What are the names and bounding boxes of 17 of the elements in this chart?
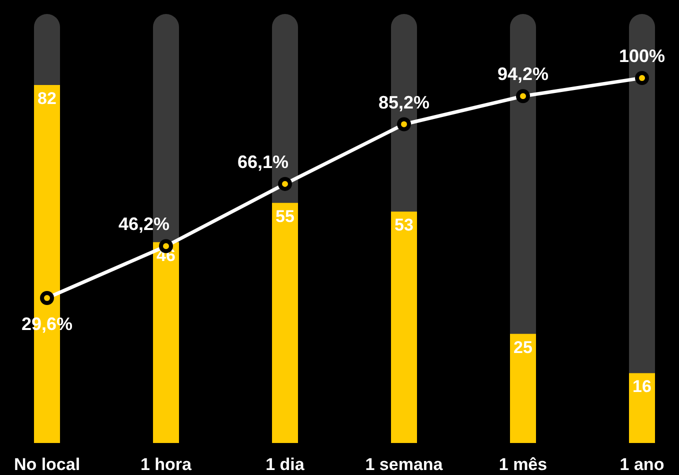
x-tick-label: No local: [14, 455, 80, 474]
data-label: 53: [394, 216, 414, 235]
x-tick-label: 1 ano: [620, 455, 664, 474]
x-tick-label: 1 hora: [140, 455, 192, 474]
data-label: 55: [276, 206, 294, 226]
data-label: 82: [38, 89, 56, 108]
data-label: 25: [514, 338, 532, 357]
data-label: 85,2%: [378, 92, 430, 112]
data-label: 94,2%: [497, 64, 549, 84]
x-tick-label: 1 dia: [266, 455, 305, 474]
data-label: 66,1%: [237, 152, 289, 172]
bar: [629, 373, 655, 443]
data-label: 46,2%: [118, 214, 170, 234]
data-label: 100%: [618, 46, 666, 66]
x-tick-label: 1 semana: [365, 455, 444, 474]
x-tick-label: 1 mês: [498, 455, 548, 474]
data-label: 16: [632, 377, 652, 396]
